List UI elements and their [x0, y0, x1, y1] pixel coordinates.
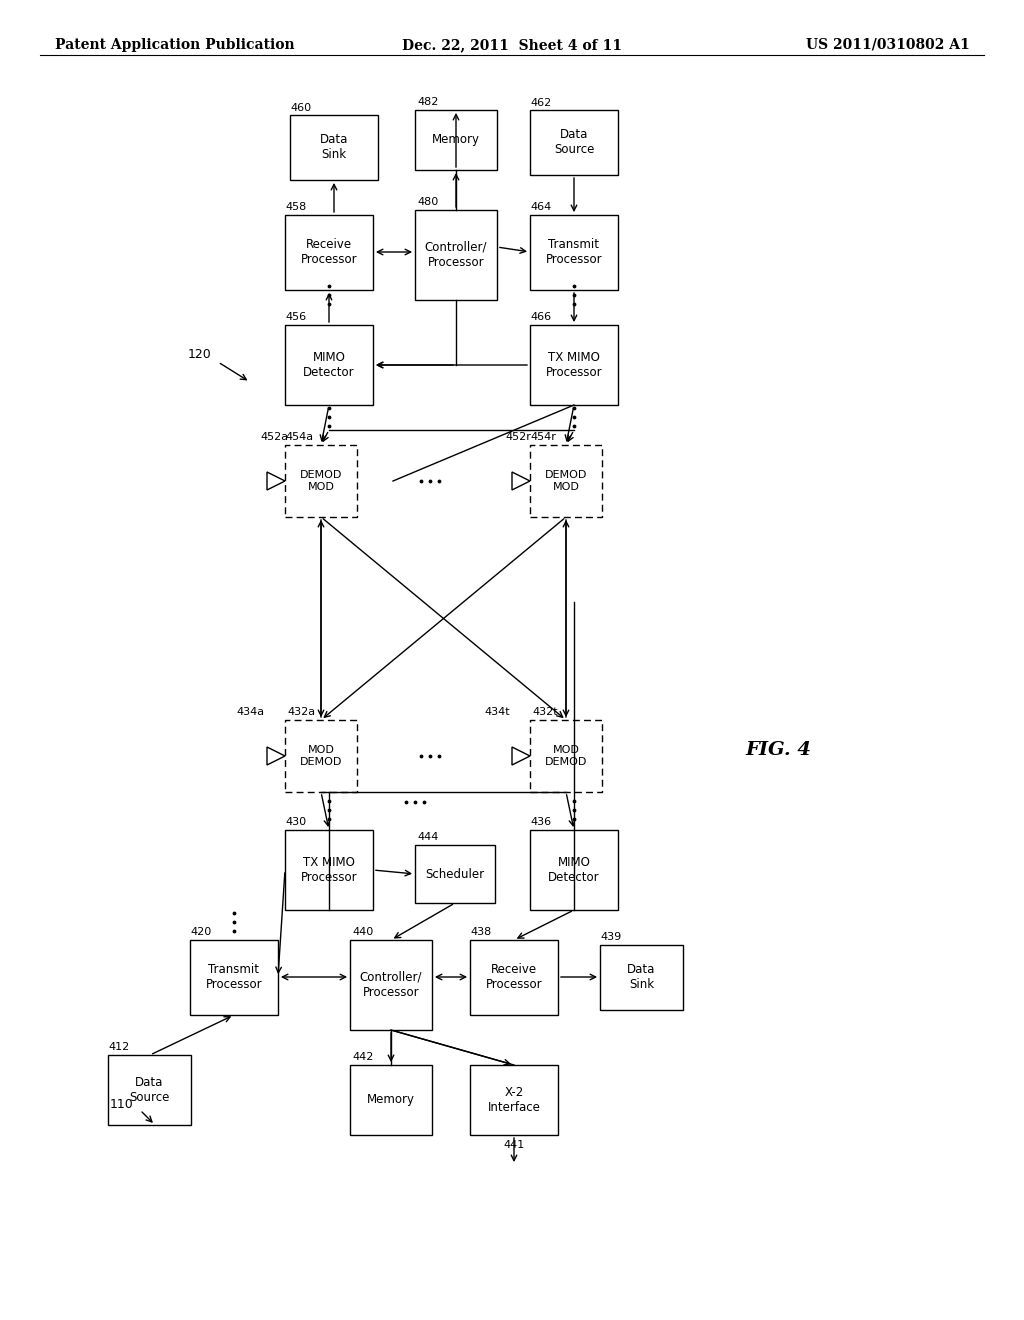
Text: 466: 466	[530, 312, 551, 322]
Bar	[190, 940, 278, 1015]
Bar	[530, 719, 602, 792]
Bar	[108, 1055, 191, 1125]
Text: X-2
Interface: X-2 Interface	[487, 1086, 541, 1114]
Text: FIG. 4: FIG. 4	[745, 741, 811, 759]
Text: 110: 110	[110, 1098, 134, 1111]
Text: 120: 120	[188, 348, 212, 362]
Bar	[285, 719, 357, 792]
Bar	[350, 940, 432, 1030]
Text: TX MIMO
Processor: TX MIMO Processor	[301, 855, 357, 884]
Text: Memory: Memory	[367, 1093, 415, 1106]
Text: 442: 442	[352, 1052, 374, 1063]
Bar	[530, 215, 618, 290]
Bar	[530, 325, 618, 405]
Text: Transmit
Processor: Transmit Processor	[546, 238, 602, 267]
Text: 434t: 434t	[484, 708, 510, 717]
Bar	[600, 945, 683, 1010]
Text: Data
Source: Data Source	[129, 1076, 170, 1104]
Text: Scheduler: Scheduler	[425, 867, 484, 880]
Text: 462: 462	[530, 98, 551, 108]
Bar	[415, 110, 497, 170]
Text: Receive
Processor: Receive Processor	[301, 238, 357, 267]
Text: 430: 430	[285, 817, 306, 828]
Text: Data
Sink: Data Sink	[319, 133, 348, 161]
Text: Receive
Processor: Receive Processor	[485, 964, 543, 991]
Text: Data
Sink: Data Sink	[628, 964, 655, 991]
Text: US 2011/0310802 A1: US 2011/0310802 A1	[806, 38, 970, 51]
Text: DEMOD
MOD: DEMOD MOD	[300, 470, 342, 492]
Text: 434a: 434a	[237, 708, 265, 717]
Text: 454a: 454a	[285, 432, 313, 442]
Bar	[285, 830, 373, 909]
Text: Patent Application Publication: Patent Application Publication	[55, 38, 295, 51]
Text: 420: 420	[190, 927, 211, 937]
Text: Controller/
Processor: Controller/ Processor	[425, 242, 487, 269]
Text: 436: 436	[530, 817, 551, 828]
Text: 412: 412	[108, 1041, 129, 1052]
Text: Memory: Memory	[432, 133, 480, 147]
Text: 432a: 432a	[287, 708, 315, 717]
Text: 444: 444	[417, 832, 438, 842]
Text: 460: 460	[290, 103, 311, 114]
Bar	[285, 445, 357, 517]
Bar	[470, 1065, 558, 1135]
Bar	[285, 215, 373, 290]
Text: 480: 480	[417, 197, 438, 207]
Bar	[415, 210, 497, 300]
Text: 454r: 454r	[530, 432, 556, 442]
Text: MOD
DEMOD: MOD DEMOD	[300, 746, 342, 767]
Text: DEMOD
MOD: DEMOD MOD	[545, 470, 587, 492]
Text: 438: 438	[470, 927, 492, 937]
Text: 440: 440	[352, 927, 374, 937]
Bar	[470, 940, 558, 1015]
Text: 452a: 452a	[260, 432, 288, 442]
Bar	[350, 1065, 432, 1135]
Text: Dec. 22, 2011  Sheet 4 of 11: Dec. 22, 2011 Sheet 4 of 11	[402, 38, 622, 51]
Text: 441: 441	[504, 1140, 524, 1150]
Text: MIMO
Detector: MIMO Detector	[303, 351, 354, 379]
Text: Transmit
Processor: Transmit Processor	[206, 964, 262, 991]
Bar	[285, 325, 373, 405]
Text: 456: 456	[285, 312, 306, 322]
Text: 439: 439	[600, 932, 622, 942]
Text: Data
Source: Data Source	[554, 128, 594, 156]
Bar	[530, 830, 618, 909]
Text: MIMO
Detector: MIMO Detector	[548, 855, 600, 884]
Text: 452r: 452r	[505, 432, 530, 442]
Text: TX MIMO
Processor: TX MIMO Processor	[546, 351, 602, 379]
Text: 458: 458	[285, 202, 306, 213]
Text: Controller/
Processor: Controller/ Processor	[359, 972, 422, 999]
Text: 464: 464	[530, 202, 551, 213]
Bar	[530, 110, 618, 176]
Bar	[415, 845, 495, 903]
Text: 432t: 432t	[532, 708, 558, 717]
Text: MOD
DEMOD: MOD DEMOD	[545, 746, 587, 767]
Text: 482: 482	[417, 96, 438, 107]
Bar	[530, 445, 602, 517]
Bar	[290, 115, 378, 180]
